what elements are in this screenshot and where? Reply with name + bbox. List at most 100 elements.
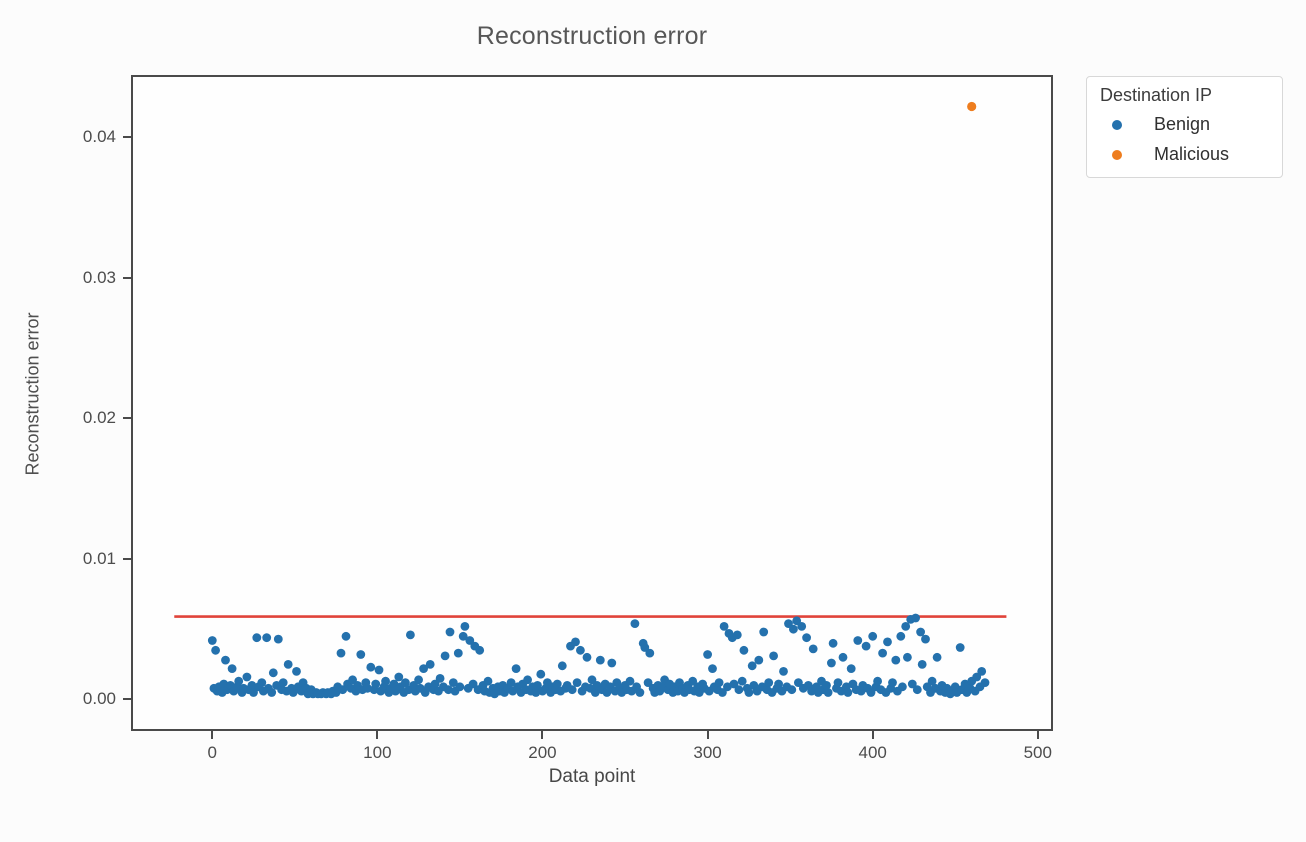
data-point-benign (356, 650, 366, 659)
data-point-benign (430, 679, 440, 689)
data-point-benign (901, 622, 911, 631)
data-point-benign (921, 634, 930, 644)
x-tick-mark (376, 731, 379, 739)
data-point-benign (645, 648, 655, 658)
data-point-benign (262, 633, 272, 643)
data-point-benign (630, 619, 640, 628)
legend-label-malicious: Malicious (1154, 144, 1230, 164)
y-tick-label: 0.03 (82, 267, 116, 287)
data-point-benign (273, 634, 283, 644)
y-tick-label: 0.02 (82, 408, 116, 428)
data-point-benign (779, 667, 788, 676)
data-point-benign (394, 672, 404, 682)
data-point-benign (625, 676, 635, 686)
data-point-benign (955, 643, 965, 652)
data-point-benign (754, 655, 764, 665)
data-point-benign (774, 679, 783, 689)
x-tick-mark (211, 731, 214, 739)
data-point-benign (739, 645, 749, 655)
data-point-benign (401, 678, 410, 687)
data-point-benign (873, 676, 882, 686)
data-point-benign (475, 645, 485, 655)
data-point-benign (406, 630, 415, 640)
data-point-benign (363, 683, 372, 693)
data-point-benign (787, 685, 797, 695)
x-tick-mark (1036, 731, 1039, 739)
data-point-benign (283, 660, 293, 669)
data-point-benign (718, 688, 727, 697)
data-point-benign (903, 652, 912, 662)
data-point-benign (843, 688, 853, 697)
data-point-benign (435, 674, 445, 683)
data-point-benign (247, 681, 257, 690)
data-point-benign (552, 679, 562, 689)
data-point-benign (932, 652, 942, 662)
data-point-benign (917, 660, 927, 669)
data-point-benign (916, 627, 925, 637)
series-benign (207, 613, 990, 699)
data-point-benign (249, 688, 258, 697)
data-point-benign (789, 624, 798, 634)
data-point-benign (640, 643, 650, 652)
data-point-benign (211, 645, 220, 655)
data-point-benign (292, 667, 301, 676)
data-point-benign (366, 662, 376, 672)
data-point-benign (257, 678, 267, 687)
y-tick-label: 0.01 (82, 548, 116, 568)
benign-marker-icon (1112, 119, 1122, 130)
data-point-benign (822, 681, 831, 690)
data-point-benign (448, 678, 458, 687)
x-axis-label: Data point (548, 766, 636, 787)
data-point-benign (523, 675, 532, 685)
data-point-benign (445, 627, 455, 637)
data-point-benign (883, 637, 892, 647)
data-point-benign (419, 664, 428, 673)
y-tick-label: 0.04 (82, 127, 116, 147)
data-point-benign (911, 613, 920, 623)
data-point-benign (972, 672, 982, 682)
data-point-benign (744, 688, 754, 697)
plot-area (131, 75, 1053, 731)
data-point-benign (732, 630, 742, 640)
data-point-benign (838, 652, 848, 662)
data-point-benign (912, 685, 922, 695)
data-point-benign (590, 688, 600, 697)
data-point-benign (828, 638, 838, 648)
data-point-benign (764, 678, 774, 687)
data-point-benign (977, 667, 987, 676)
data-point-benign (607, 658, 617, 668)
data-point-benign (866, 688, 876, 697)
data-point-benign (576, 645, 585, 655)
data-point-benign (536, 669, 546, 679)
series-malicious (967, 101, 977, 112)
x-tick-mark (541, 731, 544, 739)
data-point-benign (374, 665, 384, 675)
legend: Destination IP Benign Malicious (1086, 76, 1283, 178)
data-point-benign (336, 648, 346, 658)
data-point-benign (802, 633, 811, 643)
y-tick-mark (123, 557, 131, 560)
data-point-benign (769, 651, 778, 661)
data-point-benign (207, 636, 217, 645)
data-point-benign (338, 685, 348, 695)
legend-item-benign: Benign (1112, 114, 1272, 135)
data-point-benign (759, 627, 769, 637)
y-tick-mark (123, 276, 131, 279)
legend-label-benign: Benign (1154, 114, 1211, 134)
data-point-benign (371, 679, 381, 689)
data-point-benign (896, 631, 906, 641)
data-point-benign (389, 679, 399, 689)
data-point-benign (846, 664, 856, 673)
x-tick-mark (871, 731, 874, 739)
y-tick-mark (123, 698, 131, 701)
data-point-benign (511, 664, 521, 673)
data-point-benign (719, 622, 729, 631)
data-point-benign (595, 655, 605, 665)
data-point-benign (381, 676, 390, 686)
data-point-benign (723, 682, 732, 692)
x-tick-label: 200 (528, 743, 557, 762)
data-point-benign (465, 636, 475, 645)
data-point-benign (252, 633, 262, 643)
data-point-benign (703, 650, 712, 659)
